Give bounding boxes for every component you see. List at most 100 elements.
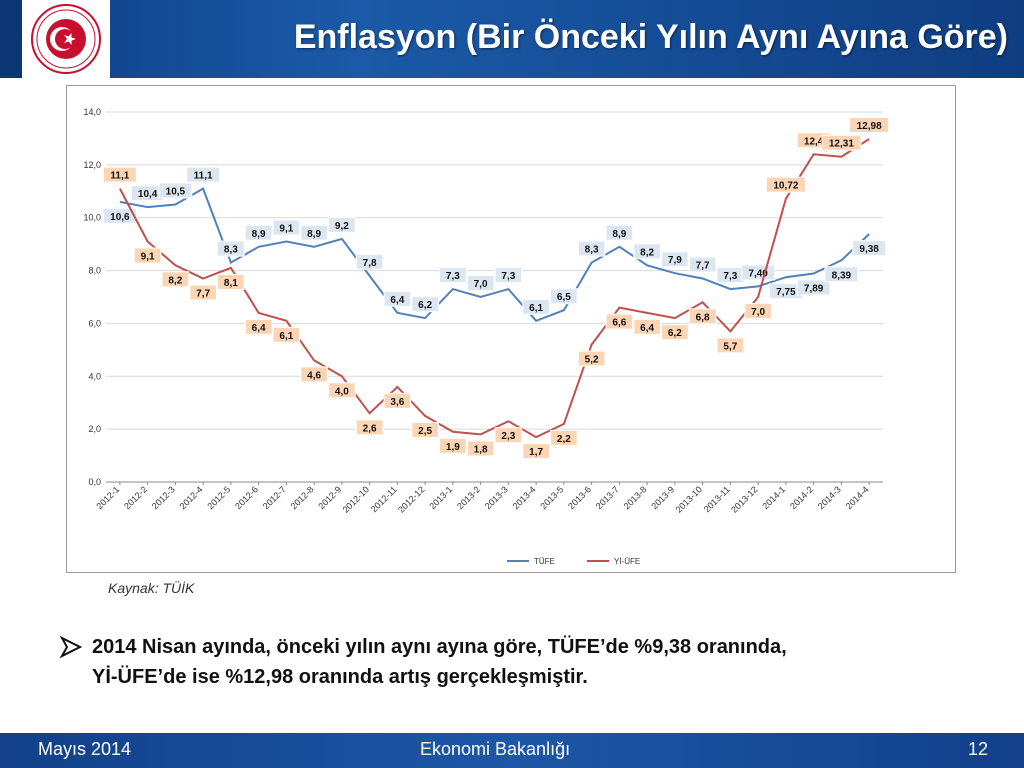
x-tick-label: 2013-4 bbox=[511, 484, 538, 511]
data-label: 7,75 bbox=[776, 287, 796, 298]
data-label-box bbox=[852, 240, 887, 257]
data-label-box bbox=[821, 134, 862, 151]
data-label: 7,3 bbox=[446, 271, 460, 282]
y-tick-label: 12,0 bbox=[83, 160, 101, 170]
data-label: 1,8 bbox=[474, 444, 488, 455]
data-label: 7,9 bbox=[668, 255, 682, 266]
data-label-box bbox=[383, 290, 412, 307]
data-label-box bbox=[300, 224, 328, 241]
x-tick-label: 2013-12 bbox=[729, 484, 759, 514]
data-label-box bbox=[494, 427, 523, 444]
page-title: Enflasyon (Bir Önceki Yılın Aynı Ayına G… bbox=[293, 18, 1008, 56]
series-line bbox=[119, 187, 870, 322]
data-label: 9,2 bbox=[335, 221, 349, 232]
data-label-box bbox=[217, 273, 245, 290]
data-label: 6,1 bbox=[279, 331, 293, 342]
data-label-box bbox=[272, 326, 301, 343]
x-tick-label: 2014-3 bbox=[816, 484, 843, 511]
data-label-box bbox=[550, 429, 578, 446]
data-label-box bbox=[688, 256, 717, 273]
x-tick-label: 2014-2 bbox=[788, 484, 815, 511]
page-number: 12 bbox=[967, 739, 988, 759]
data-label-box bbox=[411, 421, 439, 438]
data-label: 5,7 bbox=[723, 341, 737, 352]
data-label-box bbox=[466, 440, 495, 457]
data-label: 6,2 bbox=[668, 328, 682, 339]
data-label: 6,1 bbox=[529, 303, 543, 314]
y-tick-label: 8,0 bbox=[88, 266, 101, 276]
data-label: 9,1 bbox=[141, 252, 155, 263]
data-label: 12,4 bbox=[804, 136, 824, 147]
source-note: Kaynak: TÜİK bbox=[108, 580, 195, 596]
data-label-box bbox=[272, 219, 301, 236]
data-label: 8,39 bbox=[832, 270, 852, 281]
footer-date: Mayıs 2014 bbox=[38, 739, 132, 759]
x-tick-label: 2012-3 bbox=[150, 484, 177, 511]
data-label-box bbox=[577, 350, 606, 367]
data-label-box bbox=[411, 296, 439, 313]
x-tick-label: 2012-7 bbox=[261, 484, 288, 511]
data-label: 8,9 bbox=[307, 229, 321, 240]
y-tick-label: 2,0 bbox=[88, 424, 101, 434]
x-tick-label: 2013-7 bbox=[594, 484, 621, 511]
x-tick-label: 2012-6 bbox=[233, 484, 260, 511]
footer-ministry: Ekonomi Bakanlığı bbox=[420, 739, 571, 759]
data-label-box bbox=[765, 176, 806, 193]
x-tick-label: 2012-12 bbox=[396, 484, 426, 514]
data-label: 11,1 bbox=[194, 171, 213, 182]
data-label-box bbox=[466, 275, 495, 291]
data-label: 8,3 bbox=[224, 245, 238, 256]
data-label: 4,0 bbox=[335, 386, 349, 397]
data-label: 8,1 bbox=[224, 278, 238, 289]
data-label: 7,89 bbox=[804, 283, 824, 294]
data-label-box bbox=[661, 324, 689, 341]
x-tick-label: 2012-10 bbox=[341, 484, 371, 514]
data-label-box bbox=[661, 251, 689, 268]
data-label-box bbox=[716, 337, 745, 354]
data-label: 7,7 bbox=[196, 289, 210, 300]
data-label: 9,38 bbox=[859, 244, 879, 255]
x-tick-label: 2013-11 bbox=[702, 484, 732, 514]
data-label: 6,4 bbox=[252, 323, 266, 334]
data-label-box bbox=[550, 288, 578, 305]
data-label: 2,3 bbox=[501, 431, 515, 442]
y-tick-label: 14,0 bbox=[83, 107, 101, 117]
crescent-star-icon bbox=[31, 4, 101, 74]
y-tick-label: 0,0 bbox=[88, 477, 101, 487]
header-bar: Enflasyon (Bir Önceki Yılın Aynı Ayına G… bbox=[0, 0, 1024, 78]
data-label-box bbox=[633, 243, 661, 260]
data-label-box bbox=[158, 182, 193, 199]
x-tick-label: 2013-5 bbox=[538, 484, 565, 511]
data-label-box bbox=[189, 284, 217, 301]
data-label-box bbox=[605, 224, 634, 241]
data-label-box bbox=[133, 247, 162, 264]
x-tick-label: 2013-8 bbox=[622, 484, 649, 511]
inflation-chart: 0,0 2,0 4,0 6,0 8,0 10,0 12,0 14,0 2012-1 2012-2 2… bbox=[66, 85, 956, 573]
data-label-box bbox=[300, 366, 328, 383]
data-label-box bbox=[439, 267, 467, 284]
data-label: 7,0 bbox=[751, 307, 765, 318]
data-label-box bbox=[217, 240, 245, 257]
data-label: 6,6 bbox=[612, 318, 626, 329]
data-label-box bbox=[355, 253, 384, 270]
x-tick-label: 2013-6 bbox=[566, 484, 593, 511]
summary-line-1: 2014 Nisan ayında, önceki yılın aynı ayı… bbox=[92, 636, 787, 658]
data-label-box bbox=[186, 166, 221, 183]
summary-text: 2014 Nisan ayında, önceki yılın aynı ayı… bbox=[92, 632, 992, 692]
data-label: 5,2 bbox=[585, 355, 599, 366]
data-label: 7,8 bbox=[363, 258, 377, 269]
data-label: 7,7 bbox=[696, 261, 710, 272]
data-label-box bbox=[522, 298, 550, 315]
header-accent bbox=[0, 0, 22, 78]
data-label: 4,6 bbox=[307, 370, 321, 381]
data-label-box bbox=[824, 266, 859, 283]
x-tick-label: 2013-9 bbox=[649, 484, 676, 511]
data-label-box bbox=[744, 303, 772, 319]
footer-bar: Mayıs 2014 Ekonomi Bakanlığı 12 bbox=[0, 733, 1024, 768]
legend-label: TÜFE bbox=[534, 557, 555, 566]
ministry-logo bbox=[22, 0, 110, 78]
x-tick-label: 2012-4 bbox=[178, 484, 205, 511]
x-tick-label: 2013-3 bbox=[483, 484, 510, 511]
data-label: 6,5 bbox=[557, 292, 571, 303]
